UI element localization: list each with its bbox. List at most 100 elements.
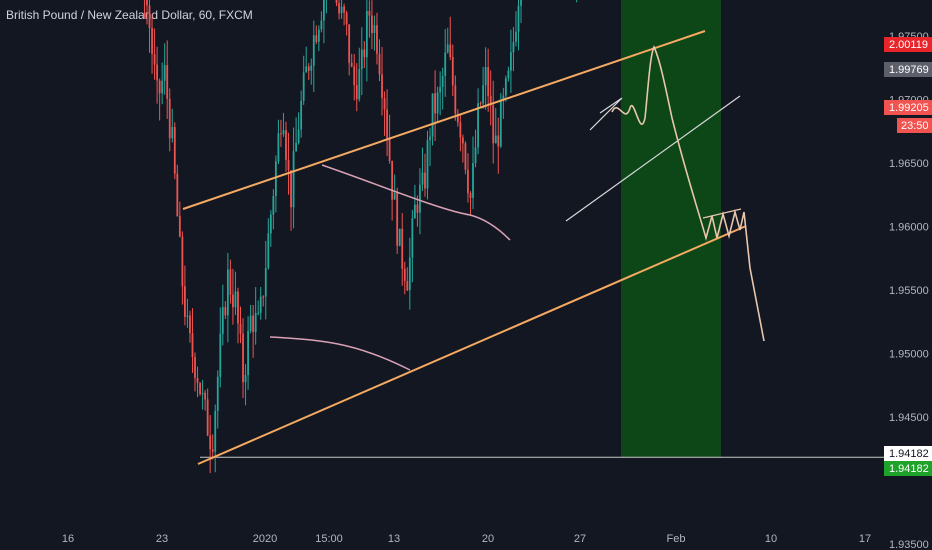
candle [376, 12, 378, 65]
candle-body [148, 5, 151, 28]
candle-body [204, 392, 207, 400]
candle [285, 121, 287, 172]
candle-body [191, 333, 194, 358]
candle-body [494, 135, 497, 144]
candle-body [464, 143, 467, 170]
candle-body [221, 307, 224, 334]
candle-body [320, 20, 323, 30]
time-axis: 16 23 2020 15:00 13 20 27 Feb 10 17 [62, 533, 871, 545]
candle [272, 189, 275, 230]
candle-body [234, 291, 237, 308]
candles-group [143, 0, 578, 474]
candle [224, 301, 227, 320]
candle-body [520, 0, 522, 6]
candle [461, 134, 464, 163]
candle-body [436, 92, 439, 114]
candle [358, 47, 361, 102]
candle [446, 27, 449, 54]
candle [477, 88, 479, 155]
candle [424, 153, 426, 197]
candle-body [348, 24, 351, 63]
candle-body [416, 204, 419, 213]
candle [355, 63, 358, 112]
candle-body [489, 95, 492, 106]
candle-body [512, 41, 515, 53]
candle [373, 15, 376, 51]
candle-body [312, 35, 315, 66]
candle-body [317, 29, 320, 42]
pink-curve-upper [321, 164, 511, 241]
candle [426, 130, 429, 200]
price-tag: 1.94182 [884, 461, 932, 476]
candle-body [214, 411, 217, 452]
candle-body [371, 15, 373, 34]
countdown-label: 23:50 [901, 120, 929, 132]
candle [515, 11, 517, 47]
candle [168, 88, 171, 152]
candle-body [403, 268, 406, 282]
candle [214, 404, 217, 473]
candle [497, 117, 500, 174]
candle [237, 287, 239, 344]
candle [456, 109, 459, 127]
candle [153, 28, 156, 80]
candle-body [292, 151, 295, 208]
candle-body [398, 228, 401, 246]
candle [247, 316, 249, 390]
candle-body [186, 315, 189, 317]
candle [194, 352, 196, 392]
price-tag: 2.00119 [884, 37, 932, 52]
time-axis-tick-label: 15:00 [315, 533, 343, 545]
candle-body [504, 78, 507, 96]
candle-body [259, 296, 262, 313]
candle-body [310, 65, 313, 71]
candle [181, 231, 184, 305]
candle [249, 304, 252, 334]
candle [295, 117, 298, 152]
candle [280, 119, 282, 147]
candle [305, 46, 308, 73]
candle-body [216, 376, 219, 412]
candle [507, 66, 510, 82]
time-axis-tick-label: 20 [482, 533, 494, 545]
candle-body [322, 0, 325, 21]
candle-body [497, 135, 500, 147]
candle-body [340, 6, 343, 14]
candle [292, 127, 295, 229]
time-axis-tick-label: 17 [859, 533, 871, 545]
candle-body [363, 49, 366, 58]
candle-body [274, 161, 277, 196]
candle-body [196, 377, 199, 383]
price-tag: 1.99205 [884, 100, 932, 115]
candle-body [199, 382, 201, 395]
candle-body [449, 44, 452, 57]
candle [186, 298, 189, 328]
candle [467, 153, 469, 203]
candle [441, 67, 444, 110]
price-tag-bg [884, 100, 932, 115]
price-axis-tick-label: 1.96500 [889, 158, 929, 170]
candle [454, 75, 457, 121]
candle [459, 114, 462, 152]
candle [335, 0, 338, 7]
candle-body [307, 66, 310, 71]
price-tag: 1.99769 [884, 62, 932, 77]
candle [510, 29, 512, 93]
candle [393, 174, 396, 200]
price-tag-bg [884, 446, 932, 461]
candle [211, 434, 214, 460]
candle [487, 48, 490, 112]
candle [221, 284, 224, 346]
candle-body [484, 67, 487, 86]
time-axis-tick-label: 27 [574, 533, 586, 545]
candle [158, 78, 161, 121]
price-tag-label: 1.94182 [889, 463, 929, 475]
price-tag-label: 1.99205 [889, 102, 929, 114]
candle-body [151, 27, 153, 55]
candle-body [456, 113, 459, 123]
candle-body [211, 449, 214, 452]
candle-body [444, 52, 447, 77]
candle-body [413, 204, 416, 219]
candle [209, 415, 212, 474]
